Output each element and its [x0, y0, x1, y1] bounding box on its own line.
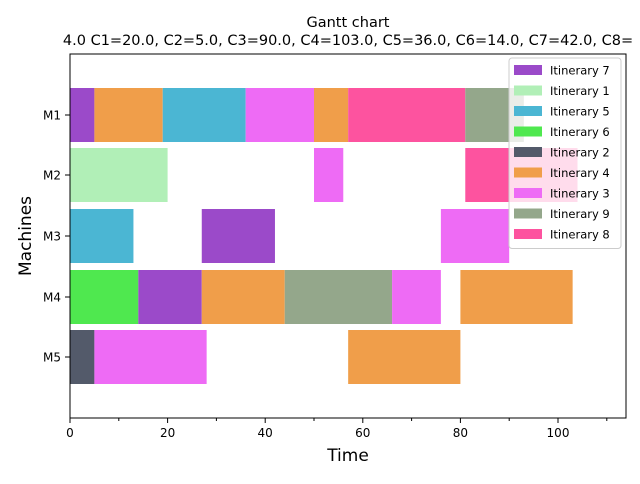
task-bar	[201, 270, 285, 324]
legend-swatch	[514, 85, 542, 96]
task-bar	[70, 330, 95, 384]
legend-swatch	[514, 126, 542, 137]
task-bar	[348, 330, 461, 384]
task-bar	[314, 148, 344, 202]
legend-swatch	[514, 106, 542, 116]
task-bar	[245, 88, 314, 142]
task-bar	[201, 209, 275, 263]
legend: Itinerary 7 Itinerary 1 Itinerary 5 Itinera…	[508, 57, 622, 249]
legend-swatch	[514, 147, 542, 157]
task-bar	[440, 209, 510, 263]
axes-layer: 0 20 40 60 80 100 M1 M2 M3 M4 M5	[43, 53, 627, 440]
bars-layer	[70, 88, 578, 384]
y-tick-label: M1	[43, 109, 61, 123]
legend-box	[508, 57, 622, 249]
y-tick-label: M5	[43, 351, 61, 365]
x-tick-label: 80	[453, 426, 468, 440]
legend-label: Itinerary 9	[550, 207, 610, 221]
task-bar	[70, 88, 95, 142]
legend-swatch	[514, 208, 542, 219]
legend-label: Itinerary 5	[550, 105, 610, 119]
legend-label: Itinerary 2	[550, 146, 610, 160]
task-bar	[138, 270, 202, 324]
legend-swatch	[514, 229, 542, 239]
legend-swatch	[514, 167, 542, 178]
task-bar	[348, 88, 466, 142]
chart-subtitle: 4.0 C1=20.0, C2=5.0, C3=90.0, C4=103.0, …	[63, 33, 633, 49]
legend-label: Itinerary 4	[550, 166, 610, 180]
legend-label: Itinerary 8	[550, 228, 610, 242]
legend-label: Itinerary 3	[550, 187, 610, 201]
task-bar	[70, 270, 139, 324]
legend-label: Itinerary 6	[550, 125, 610, 139]
task-bar	[392, 270, 441, 324]
task-bar	[70, 148, 168, 202]
chart-title: Gantt chart	[307, 15, 390, 31]
legend-swatch	[514, 65, 542, 75]
legend-label: Itinerary 7	[550, 64, 610, 78]
y-tick-label: M4	[43, 291, 61, 305]
y-tick-label: M2	[43, 169, 61, 183]
task-bar	[162, 88, 246, 142]
y-tick-label: M3	[43, 230, 61, 244]
x-tick-label: 100	[547, 426, 570, 440]
legend-swatch	[514, 188, 542, 198]
x-tick-label: 60	[355, 426, 370, 440]
x-axis-label: Time	[326, 446, 369, 466]
y-axis-label: Machines	[16, 196, 36, 276]
task-bar	[284, 270, 393, 324]
task-bar	[314, 88, 349, 142]
x-tick-label: 0	[66, 426, 74, 440]
task-bar	[94, 330, 207, 384]
x-tick-label: 20	[160, 426, 175, 440]
x-tick-label: 40	[258, 426, 273, 440]
legend-label: Itinerary 1	[550, 84, 610, 98]
task-bar	[460, 270, 573, 324]
task-bar	[70, 209, 134, 263]
task-bar	[94, 88, 163, 142]
